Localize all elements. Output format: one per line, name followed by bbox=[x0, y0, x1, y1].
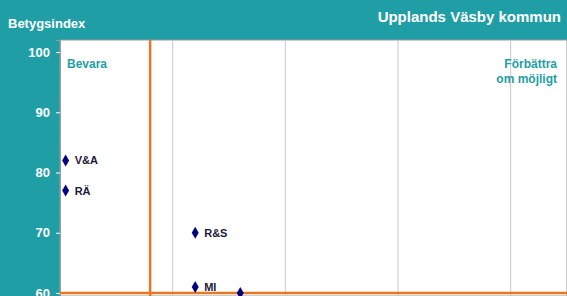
tick-mark bbox=[56, 173, 60, 174]
point bbox=[192, 227, 199, 239]
point bbox=[62, 185, 69, 197]
grid-line bbox=[172, 40, 173, 296]
chart: 60 70 80 90 100 Bevara Förbättraom möjligt V&A R… bbox=[0, 0, 567, 296]
x-grid bbox=[173, 40, 511, 296]
tick: 90 bbox=[36, 105, 60, 120]
quadrant-label: om möjligt bbox=[496, 72, 557, 86]
tick-mark bbox=[56, 233, 60, 234]
y-axis-line bbox=[56, 41, 61, 296]
point bbox=[192, 281, 199, 293]
tick-label: 70 bbox=[36, 225, 50, 240]
points bbox=[62, 154, 244, 296]
tick: 70 bbox=[36, 225, 60, 240]
tick-label: 100 bbox=[28, 45, 50, 60]
reference-lines bbox=[60, 40, 567, 296]
reference-line-y bbox=[60, 292, 567, 295]
tick: 80 bbox=[36, 165, 60, 180]
point-labels: V&A RÄ R&S MI bbox=[75, 154, 228, 292]
tick-mark bbox=[56, 52, 60, 53]
tick: 100 bbox=[28, 45, 60, 60]
tick-mark bbox=[56, 293, 60, 294]
tick-label: 90 bbox=[36, 105, 50, 120]
quadrant-label: Bevara bbox=[67, 57, 107, 71]
point-label: R&S bbox=[204, 227, 227, 239]
reference-line-x bbox=[149, 40, 152, 296]
y-axis-title: Betygsindex bbox=[8, 16, 86, 31]
tick-mark bbox=[56, 112, 60, 113]
point bbox=[237, 287, 244, 296]
point-label: V&A bbox=[75, 154, 98, 166]
tick-label: 80 bbox=[36, 165, 50, 180]
tick: 60 bbox=[36, 286, 60, 296]
plot-frame bbox=[60, 40, 567, 296]
y-axis: 60 70 80 90 100 bbox=[28, 41, 60, 296]
point bbox=[62, 154, 69, 166]
grid-line bbox=[398, 40, 399, 296]
point-label: RÄ bbox=[75, 185, 91, 197]
grid-line bbox=[285, 40, 286, 296]
title: Upplands Väsby kommun bbox=[378, 8, 561, 25]
background bbox=[0, 0, 567, 296]
tick-label: 60 bbox=[36, 286, 50, 296]
point-label: MI bbox=[204, 281, 216, 293]
quadrant-label: Förbättra bbox=[504, 57, 557, 71]
